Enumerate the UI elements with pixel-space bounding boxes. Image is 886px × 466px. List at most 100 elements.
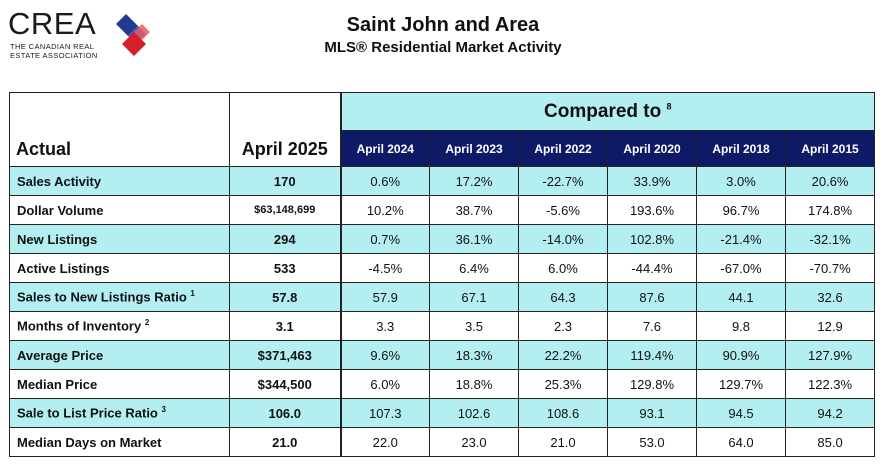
comparison-value: 102.8%	[607, 224, 697, 254]
table-row: Sales Activity 170 0.6% 17.2% -22.7% 33.9% 3.0…	[9, 166, 876, 196]
comparison-value: 6.4%	[429, 253, 519, 283]
row-label: Active Listings	[9, 253, 230, 283]
row-label: Dollar Volume	[9, 195, 230, 225]
row-footnote: 1	[190, 289, 195, 299]
comparison-value: 64.0	[696, 427, 786, 457]
comparison-value: -44.4%	[607, 253, 697, 283]
period-header: April 2024	[339, 130, 430, 167]
comparison-value: -5.6%	[518, 195, 608, 225]
comparison-value: 93.1	[607, 398, 697, 428]
period-header: April 2018	[696, 130, 786, 167]
current-value: 3.1	[229, 311, 341, 341]
comparison-value: 36.1%	[429, 224, 519, 254]
comparison-value: 17.2%	[429, 166, 519, 196]
crea-diamond-icon	[116, 14, 150, 56]
comparison-value: 67.1	[429, 282, 519, 312]
comparison-value: 174.8%	[784, 195, 876, 225]
comparison-value: 10.2%	[339, 195, 430, 225]
actual-header: Actual	[9, 92, 230, 167]
table-row: Months of Inventory 2 3.1 3.3 3.5 2.3 7.6 9.8 1…	[9, 311, 876, 341]
current-value: 294	[229, 224, 341, 254]
row-label-text: Dollar Volume	[17, 202, 104, 218]
row-label-text: Active Listings	[17, 260, 110, 276]
current-value: 21.0	[229, 427, 341, 457]
row-label: Median Price	[9, 369, 230, 399]
logo-tagline: THE CANADIAN REAL ESTATE ASSOCIATION	[10, 42, 120, 60]
period-header: April 2015	[784, 130, 876, 167]
compared-to-label: Compared to	[544, 100, 662, 122]
comparison-value: -21.4%	[696, 224, 786, 254]
row-label-text: Median Price	[17, 376, 98, 392]
page-title: Saint John and Area	[346, 14, 540, 36]
page-subtitle: MLS® Residential Market Activity	[324, 39, 562, 56]
period-header: April 2022	[518, 130, 608, 167]
comparison-value: 44.1	[696, 282, 786, 312]
comparison-value: 193.6%	[607, 195, 697, 225]
current-value: 106.0	[229, 398, 341, 428]
table-row: Active Listings 533 -4.5% 6.4% 6.0% -44.4% -67…	[9, 253, 876, 283]
current-value: $371,463	[229, 340, 341, 370]
logo-wordmark: CREA	[8, 6, 97, 41]
comparison-value: 0.6%	[339, 166, 430, 196]
period-header: April 2020	[607, 130, 697, 167]
comparison-value: 96.7%	[696, 195, 786, 225]
comparison-value: 129.7%	[696, 369, 786, 399]
comparison-value: 90.9%	[696, 340, 786, 370]
comparison-value: 57.9	[339, 282, 430, 312]
row-label-text: Sale to List Price Ratio	[17, 405, 158, 421]
row-label-text: Median Days on Market	[17, 434, 162, 450]
row-label: Sales Activity	[9, 166, 230, 196]
table-row: Dollar Volume $63,148,699 10.2% 38.7% -5.6% 1…	[9, 195, 876, 225]
comparison-value: 21.0	[518, 427, 608, 457]
comparison-value: 3.0%	[696, 166, 786, 196]
row-label-text: Sales Activity	[17, 173, 102, 189]
current-value: $63,148,699	[229, 195, 341, 225]
comparison-value: 85.0	[784, 427, 876, 457]
comparison-value: 94.5	[696, 398, 786, 428]
market-activity-table: Actual April 2025 Compared to 8 April 20…	[9, 92, 876, 457]
comparison-value: 6.0%	[339, 369, 430, 399]
row-label: Average Price	[9, 340, 230, 370]
row-label-text: Months of Inventory	[17, 318, 142, 334]
row-label: Months of Inventory 2	[9, 311, 230, 341]
comparison-value: 7.6	[607, 311, 697, 341]
comparison-value: 108.6	[518, 398, 608, 428]
current-value: 57.8	[229, 282, 341, 312]
comparison-value: 22.2%	[518, 340, 608, 370]
comparison-value: 33.9%	[607, 166, 697, 196]
comparison-value: 122.3%	[784, 369, 876, 399]
row-label-text: Average Price	[17, 347, 104, 363]
comparison-value: 22.0	[339, 427, 430, 457]
comparison-value: 129.8%	[607, 369, 697, 399]
comparison-value: -4.5%	[339, 253, 430, 283]
row-footnote: 2	[144, 318, 150, 328]
comparison-value: 53.0	[607, 427, 697, 457]
current-value: $344,500	[229, 369, 341, 399]
crea-logo: CREA THE CANADIAN REAL ESTATE ASSOCIATIO…	[8, 6, 150, 66]
comparison-value: -67.0%	[696, 253, 786, 283]
logo-tagline-line1: THE CANADIAN REAL	[10, 42, 95, 51]
table-row: New Listings 294 0.7% 36.1% -14.0% 102.8% -21.…	[9, 224, 876, 254]
comparison-value: 102.6	[429, 398, 519, 428]
comparison-value: -32.1%	[784, 224, 876, 254]
comparison-value: 18.8%	[429, 369, 519, 399]
row-label: Sales to New Listings Ratio 1	[9, 282, 230, 312]
comparison-value: 20.6%	[784, 166, 876, 196]
compared-to-footnote: 8	[666, 101, 672, 112]
comparison-value: 3.3	[339, 311, 430, 341]
table-row: Average Price $371,463 9.6% 18.3% 22.2% 119.4…	[9, 340, 876, 370]
table-row: Median Days on Market 21.0 22.0 23.0 21.0 53.…	[9, 427, 876, 457]
comparison-value: -22.7%	[518, 166, 608, 196]
comparison-value: 9.8	[696, 311, 786, 341]
row-label: Sale to List Price Ratio 3	[9, 398, 230, 428]
comparison-value: 18.3%	[429, 340, 519, 370]
comparison-value: 94.2	[784, 398, 876, 428]
comparison-value: 38.7%	[429, 195, 519, 225]
current-period-header: April 2025	[229, 92, 341, 167]
comparison-value: 32.6	[784, 282, 876, 312]
table-row: Sale to List Price Ratio 3 106.0 107.3 102.…	[9, 398, 876, 428]
current-value: 170	[229, 166, 341, 196]
comparison-value: 0.7%	[339, 224, 430, 254]
comparison-value: 6.0%	[518, 253, 608, 283]
row-footnote: 3	[161, 405, 166, 415]
